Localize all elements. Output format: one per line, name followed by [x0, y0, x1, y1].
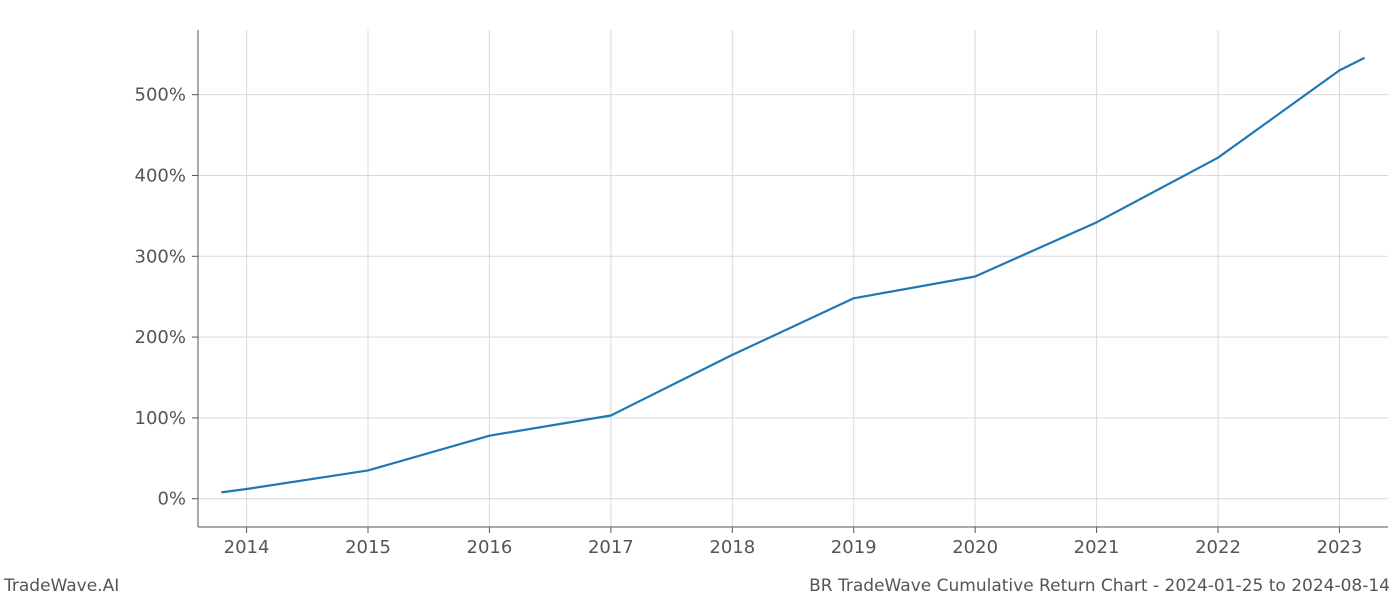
y-tick-label: 0% — [157, 489, 186, 510]
footer-right-text: BR TradeWave Cumulative Return Chart - 2… — [809, 576, 1390, 596]
x-tick-label: 2018 — [709, 537, 755, 558]
x-tick-label: 2019 — [831, 537, 877, 558]
chart-container: 2014 2015 2016 2017 2018 2019 2020 2021 2022 2023… — [0, 0, 1400, 600]
y-tick-label: 500% — [135, 85, 186, 106]
x-tick-label: 2022 — [1195, 537, 1241, 558]
x-tick-label: 2016 — [467, 537, 513, 558]
y-tick-label: 200% — [135, 327, 186, 348]
x-tick-label: 2023 — [1317, 537, 1363, 558]
footer-left-text: TradeWave.AI — [4, 576, 119, 596]
line-chart: 2014 2015 2016 2017 2018 2019 2020 2021 2022 2023… — [0, 0, 1400, 600]
x-tick-label: 2014 — [224, 537, 270, 558]
y-tick-label: 100% — [135, 408, 186, 429]
x-tick-label: 2020 — [952, 537, 998, 558]
x-tick-label: 2021 — [1074, 537, 1120, 558]
x-tick-label: 2017 — [588, 537, 634, 558]
y-tick-label: 400% — [135, 165, 186, 186]
y-tick-label: 300% — [135, 246, 186, 267]
x-tick-label: 2015 — [345, 537, 391, 558]
